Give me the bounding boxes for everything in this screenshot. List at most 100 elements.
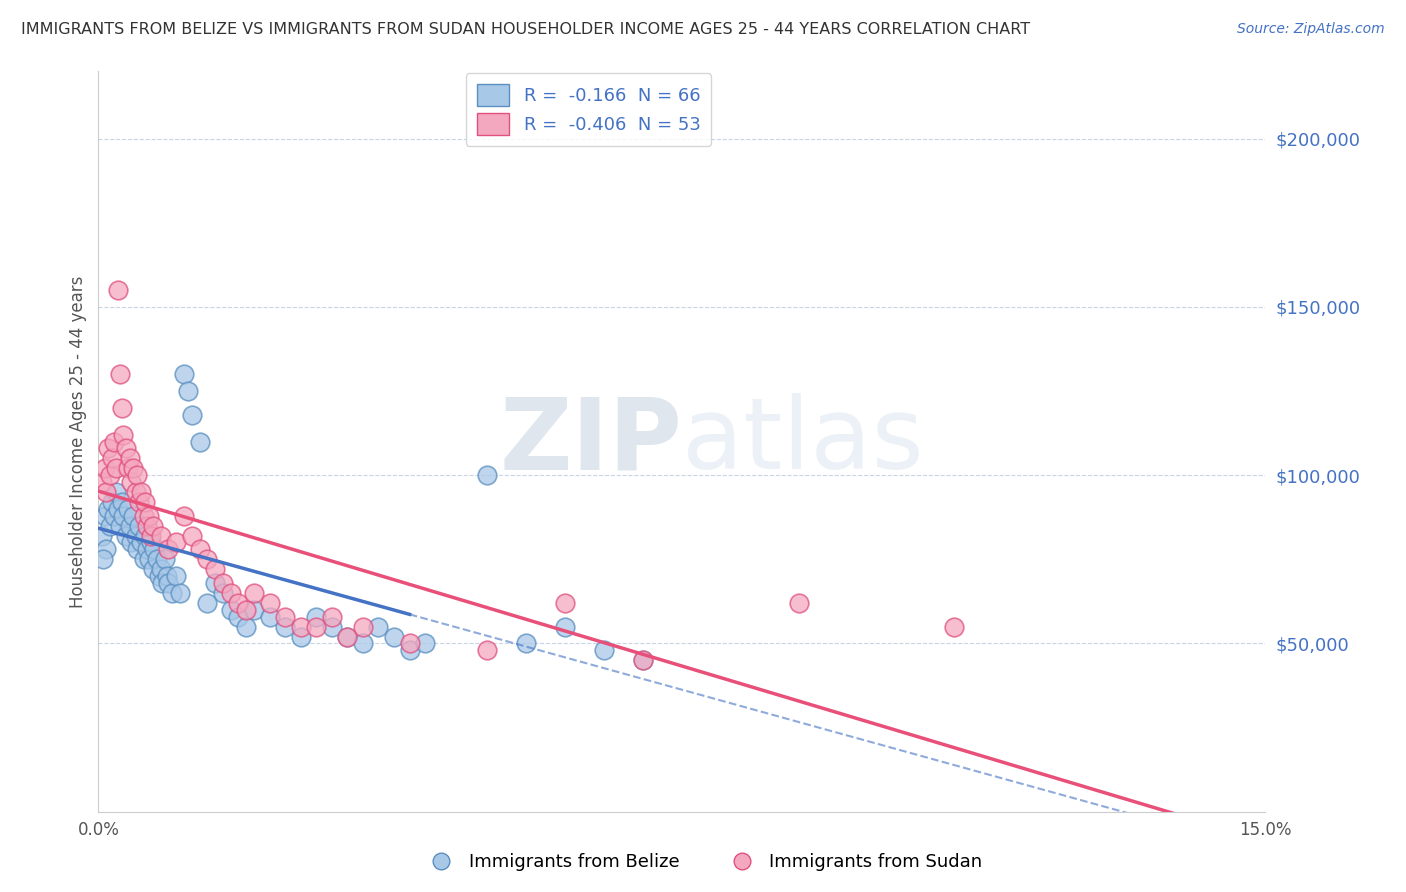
Point xyxy=(212,575,235,590)
Point xyxy=(103,508,125,523)
Point xyxy=(274,609,297,624)
Point xyxy=(135,518,157,533)
Text: Source: ZipAtlas.com: Source: ZipAtlas.com xyxy=(1237,22,1385,37)
Point xyxy=(101,451,124,466)
Point xyxy=(515,636,537,650)
Point xyxy=(120,475,142,489)
Point xyxy=(219,603,242,617)
Point xyxy=(112,427,135,442)
Point xyxy=(98,468,121,483)
Point xyxy=(149,562,172,576)
Point xyxy=(188,542,211,557)
Point xyxy=(125,485,148,500)
Point xyxy=(132,552,155,566)
Point xyxy=(149,529,172,543)
Text: ZIP: ZIP xyxy=(499,393,682,490)
Point xyxy=(117,461,139,475)
Point xyxy=(219,586,242,600)
Point xyxy=(114,529,136,543)
Point xyxy=(290,619,312,633)
Point xyxy=(188,434,211,449)
Point xyxy=(321,619,343,633)
Text: IMMIGRANTS FROM BELIZE VS IMMIGRANTS FROM SUDAN HOUSEHOLDER INCOME AGES 25 - 44 : IMMIGRANTS FROM BELIZE VS IMMIGRANTS FRO… xyxy=(21,22,1031,37)
Point xyxy=(93,508,115,523)
Point xyxy=(129,535,152,549)
Point xyxy=(274,619,297,633)
Point xyxy=(243,603,266,617)
Point xyxy=(195,552,218,566)
Point xyxy=(631,653,654,667)
Point xyxy=(228,609,250,624)
Point xyxy=(98,518,121,533)
Point xyxy=(114,442,136,456)
Point xyxy=(290,630,312,644)
Point xyxy=(132,508,155,523)
Point xyxy=(97,442,120,456)
Point xyxy=(96,485,118,500)
Point xyxy=(107,283,129,297)
Point xyxy=(128,518,150,533)
Point xyxy=(111,401,134,415)
Point xyxy=(138,552,160,566)
Point xyxy=(305,619,328,633)
Point xyxy=(125,529,148,543)
Point xyxy=(235,603,257,617)
Point xyxy=(173,508,195,523)
Point xyxy=(398,636,420,650)
Point xyxy=(91,552,114,566)
Point xyxy=(180,408,202,422)
Point xyxy=(243,586,266,600)
Point xyxy=(141,535,163,549)
Point xyxy=(101,495,124,509)
Point xyxy=(91,529,114,543)
Point xyxy=(103,434,125,449)
Point xyxy=(111,495,134,509)
Point xyxy=(165,569,187,583)
Point xyxy=(97,501,120,516)
Point xyxy=(104,485,127,500)
Point xyxy=(118,518,141,533)
Point xyxy=(336,630,359,644)
Point xyxy=(173,368,195,382)
Point xyxy=(593,643,616,657)
Point xyxy=(150,575,173,590)
Point xyxy=(305,609,328,624)
Point xyxy=(235,619,257,633)
Point xyxy=(413,636,436,650)
Point xyxy=(134,495,156,509)
Point xyxy=(259,596,281,610)
Point xyxy=(554,619,576,633)
Legend: R =  -0.166  N = 66, R =  -0.406  N = 53: R = -0.166 N = 66, R = -0.406 N = 53 xyxy=(465,73,711,146)
Point xyxy=(352,619,374,633)
Point xyxy=(787,596,810,610)
Point xyxy=(122,461,145,475)
Point xyxy=(180,529,202,543)
Point xyxy=(554,596,576,610)
Point xyxy=(382,630,405,644)
Point xyxy=(477,468,499,483)
Point xyxy=(228,596,250,610)
Text: atlas: atlas xyxy=(682,393,924,490)
Point xyxy=(93,461,115,475)
Point xyxy=(120,535,142,549)
Point xyxy=(128,495,150,509)
Point xyxy=(91,475,114,489)
Point xyxy=(177,384,200,398)
Point xyxy=(631,653,654,667)
Point xyxy=(108,518,131,533)
Point xyxy=(352,636,374,650)
Point xyxy=(195,596,218,610)
Point xyxy=(143,542,166,557)
Point xyxy=(141,529,163,543)
Point xyxy=(321,609,343,624)
Point xyxy=(118,451,141,466)
Point xyxy=(96,542,118,557)
Point xyxy=(165,535,187,549)
Point xyxy=(122,508,145,523)
Point xyxy=(127,468,149,483)
Point xyxy=(169,586,191,600)
Point xyxy=(157,542,180,557)
Point xyxy=(107,501,129,516)
Point xyxy=(204,562,226,576)
Point xyxy=(212,586,235,600)
